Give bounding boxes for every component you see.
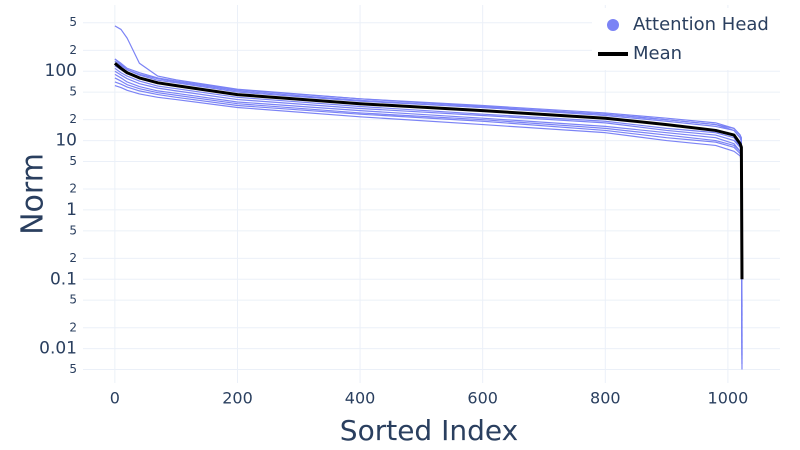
head-line	[114, 58, 743, 360]
head-line	[114, 77, 743, 322]
legend-label: Mean	[633, 43, 682, 64]
grid	[83, 5, 780, 383]
mean-line	[113, 62, 744, 280]
y-tick-label: 5	[69, 154, 77, 168]
y-tick-label: 2	[69, 43, 77, 57]
head-line	[114, 73, 743, 365]
head-line	[114, 85, 743, 349]
x-tick-label: 0	[110, 389, 120, 408]
y-tick-label: 2	[69, 251, 77, 265]
y-tick-label: 2	[69, 182, 77, 196]
head-line	[114, 58, 743, 328]
legend-marker	[607, 19, 619, 31]
y-tick-label: 5	[69, 293, 77, 307]
head-line	[114, 60, 743, 356]
legend-box	[592, 8, 790, 70]
y-tick-label: 100	[45, 61, 77, 81]
y-tick-label: 5	[69, 85, 77, 99]
y-tick-label: 2	[69, 112, 77, 126]
y-tick-label: 1	[66, 200, 77, 220]
y-tick-label: 2	[69, 320, 77, 334]
x-tick-label: 800	[590, 389, 621, 408]
y-tick-label: 0.1	[50, 269, 77, 289]
y-tick-label: 0.01	[39, 339, 77, 359]
y-axis-title: Norm	[16, 153, 51, 235]
head-line	[114, 81, 743, 344]
legend-label: Attention Head	[633, 14, 769, 35]
head-line	[114, 70, 743, 337]
y-tick-label: 5	[69, 15, 77, 29]
head-line	[114, 67, 743, 307]
y-tick-label: 10	[55, 131, 77, 151]
x-tick-label: 1000	[708, 389, 749, 408]
x-tick-label: 600	[467, 389, 498, 408]
y-tick-label: 5	[69, 223, 77, 237]
x-tick-label: 200	[222, 389, 253, 408]
x-axis-title: Sorted Index	[340, 414, 518, 447]
y-tick-label: 5	[69, 362, 77, 376]
x-tick-label: 400	[345, 389, 376, 408]
